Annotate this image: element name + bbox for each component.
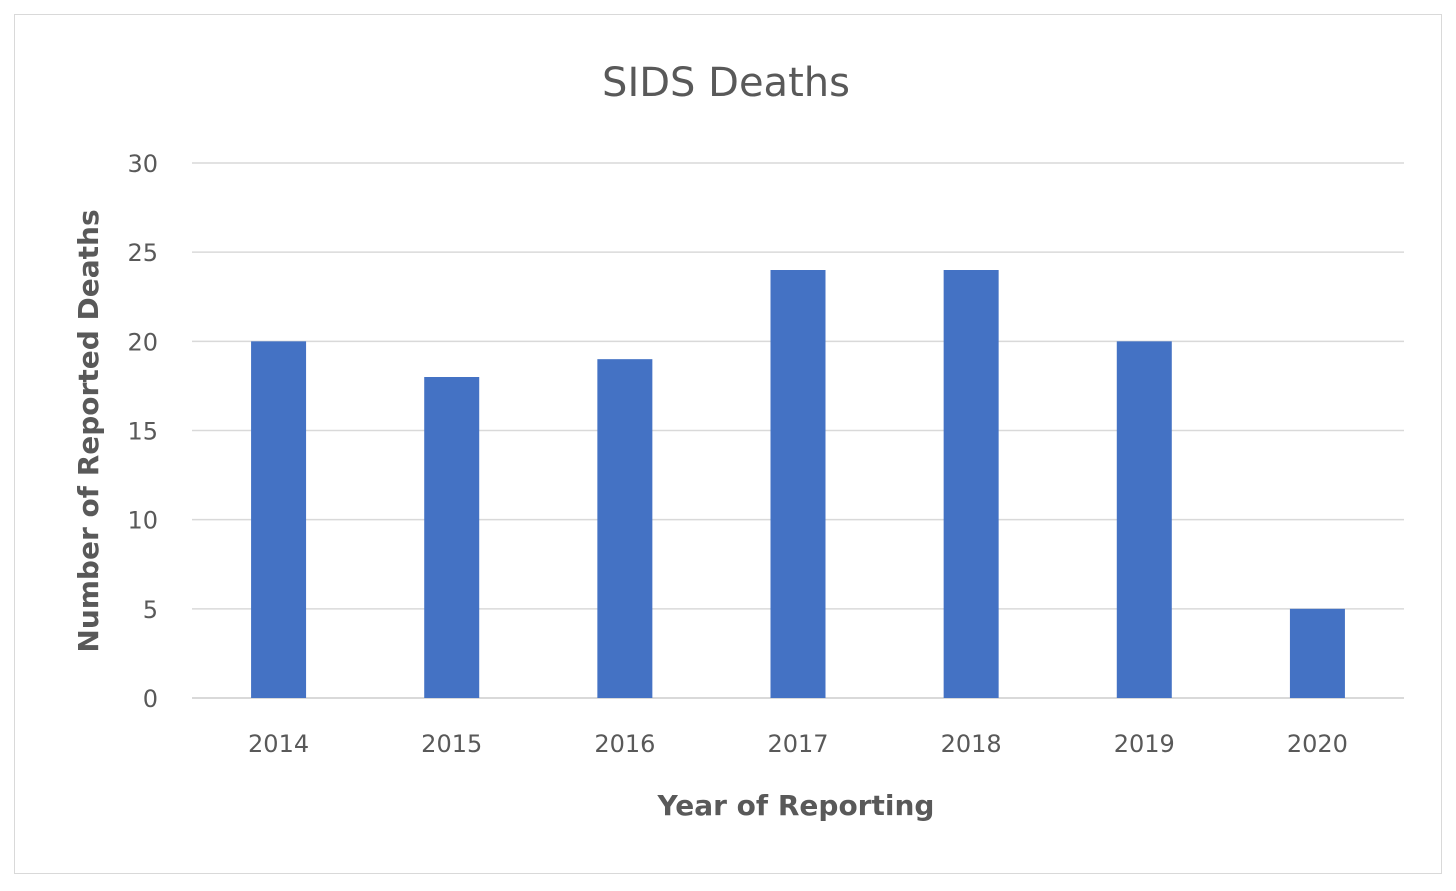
- bars: [251, 270, 1345, 698]
- y-axis-title: Number of Reported Deaths: [72, 209, 105, 652]
- y-tick-label: 5: [143, 596, 158, 624]
- x-tick-labels: 2014 2015 2016 2017 2018 2019 2020: [248, 730, 1348, 758]
- y-tick-label: 10: [127, 507, 158, 535]
- y-tick-labels: 0 5 10 15 20 25 30: [127, 150, 158, 713]
- x-tick-label: 2014: [248, 730, 309, 758]
- bar-2016: [597, 359, 653, 698]
- y-tick-label: 15: [127, 418, 158, 446]
- x-axis-title: Year of Reporting: [657, 789, 935, 822]
- x-tick-label: 2020: [1287, 730, 1348, 758]
- x-tick-label: 2015: [421, 730, 482, 758]
- x-tick-label: 2018: [941, 730, 1002, 758]
- x-tick-label: 2017: [767, 730, 828, 758]
- bar-2017: [770, 270, 826, 698]
- x-tick-label: 2016: [594, 730, 655, 758]
- x-tick-label: 2019: [1114, 730, 1175, 758]
- y-tick-label: 20: [127, 328, 158, 356]
- bar-2019: [1116, 341, 1172, 698]
- bar-2014: [251, 341, 307, 698]
- bar-2020: [1289, 608, 1345, 698]
- y-tick-label: 30: [127, 150, 158, 178]
- bar-2018: [943, 270, 999, 698]
- chart-title: SIDS Deaths: [602, 60, 850, 106]
- bar-2015: [424, 377, 480, 698]
- y-tick-label: 0: [143, 685, 158, 713]
- y-tick-label: 25: [127, 239, 158, 267]
